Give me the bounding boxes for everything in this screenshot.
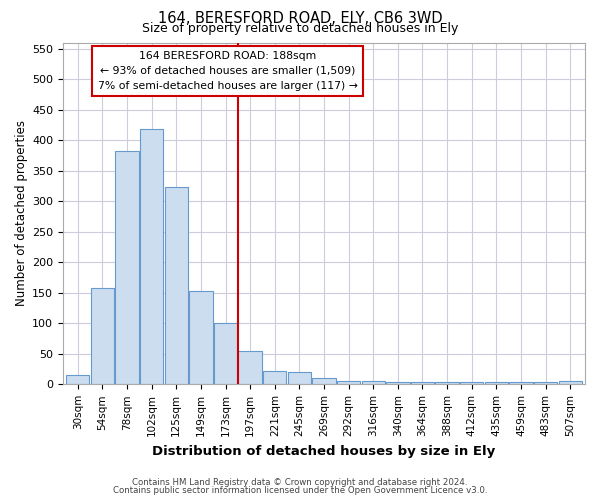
Text: Contains HM Land Registry data © Crown copyright and database right 2024.: Contains HM Land Registry data © Crown c… xyxy=(132,478,468,487)
Y-axis label: Number of detached properties: Number of detached properties xyxy=(15,120,28,306)
Bar xyxy=(362,382,385,384)
Bar xyxy=(115,151,139,384)
Bar xyxy=(91,288,114,384)
Text: 164 BERESFORD ROAD: 188sqm
← 93% of detached houses are smaller (1,509)
7% of se: 164 BERESFORD ROAD: 188sqm ← 93% of deta… xyxy=(98,51,358,90)
Bar xyxy=(460,382,484,384)
Bar xyxy=(411,382,434,384)
Bar xyxy=(534,382,557,384)
Bar xyxy=(337,382,361,384)
Bar xyxy=(164,187,188,384)
X-axis label: Distribution of detached houses by size in Ely: Distribution of detached houses by size … xyxy=(152,444,496,458)
Bar xyxy=(66,375,89,384)
Bar xyxy=(238,350,262,384)
Bar xyxy=(559,382,582,384)
Text: Size of property relative to detached houses in Ely: Size of property relative to detached ho… xyxy=(142,22,458,35)
Bar xyxy=(436,382,459,384)
Bar xyxy=(313,378,336,384)
Bar xyxy=(263,371,286,384)
Bar xyxy=(287,372,311,384)
Text: 164, BERESFORD ROAD, ELY, CB6 3WD: 164, BERESFORD ROAD, ELY, CB6 3WD xyxy=(158,11,442,26)
Bar xyxy=(386,382,410,384)
Bar xyxy=(189,291,212,384)
Bar xyxy=(140,129,163,384)
Bar xyxy=(485,382,508,384)
Bar xyxy=(509,382,533,384)
Text: Contains public sector information licensed under the Open Government Licence v3: Contains public sector information licen… xyxy=(113,486,487,495)
Bar xyxy=(214,322,237,384)
